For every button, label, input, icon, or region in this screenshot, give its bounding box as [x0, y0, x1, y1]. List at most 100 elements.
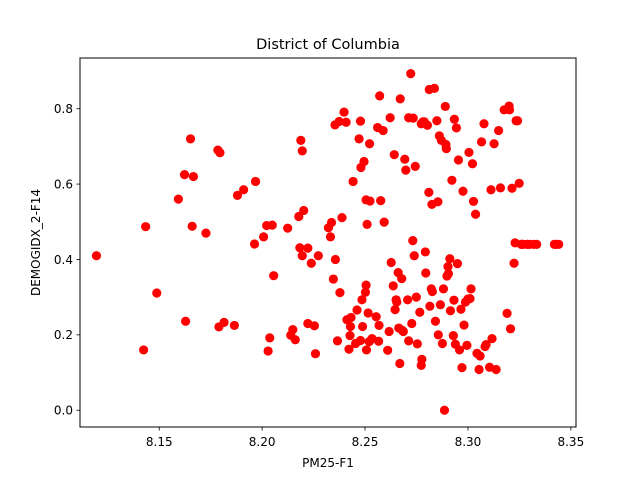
scatter-point [250, 176, 261, 187]
scatter-point [474, 364, 484, 375]
y-tick-label: 0.2 [54, 328, 73, 342]
scatter-point [388, 281, 398, 291]
scatter-point [290, 335, 300, 345]
scatter-point [267, 220, 277, 230]
scatter-point [141, 222, 151, 232]
scatter-point [502, 308, 512, 318]
x-tick-label: 8.30 [455, 435, 482, 449]
scatter-point [430, 316, 441, 326]
scatter-point [403, 295, 413, 305]
scatter-point [424, 187, 434, 197]
scatter-point [467, 159, 478, 169]
scatter-point [152, 288, 162, 298]
scatter-point [453, 155, 464, 165]
scatter-point [407, 318, 417, 329]
scatter-point [374, 320, 384, 331]
scatter-point [395, 94, 405, 104]
scatter-point [346, 312, 356, 323]
scatter-point [180, 316, 191, 326]
scatter-point [269, 271, 279, 281]
scatter-point [179, 170, 190, 180]
x-tick-label: 8.35 [557, 435, 584, 449]
scatter-point [185, 134, 196, 144]
scatter-point [448, 330, 458, 341]
scatter-point [345, 321, 356, 332]
scatter-point [337, 213, 347, 223]
scatter-point [355, 116, 366, 126]
scatter-point [468, 196, 479, 207]
scatter-point [297, 146, 307, 156]
scatter-point [348, 176, 358, 187]
scatter-point [303, 243, 313, 253]
y-tick-label: 0.0 [54, 404, 73, 418]
scatter-point [445, 254, 455, 264]
scatter-point [406, 69, 416, 79]
scatter-point [258, 232, 269, 242]
scatter-point [433, 197, 443, 207]
y-tick-label: 0.6 [54, 177, 73, 191]
scatter-point [357, 295, 367, 305]
scatter-point [361, 280, 371, 290]
x-tick-label: 8.15 [146, 435, 173, 449]
scatter-point [505, 324, 516, 334]
scatter-point [462, 340, 472, 350]
scatter-point [449, 295, 459, 305]
scatter-point [283, 223, 293, 233]
scatter-point [299, 205, 309, 216]
scatter-point [454, 345, 465, 355]
x-tick-label: 8.25 [352, 435, 379, 449]
scatter-point [404, 336, 414, 346]
scatter-point [449, 114, 459, 124]
scatter-point [384, 326, 394, 337]
scatter-point [401, 165, 411, 175]
scatter-point [476, 137, 487, 147]
scatter-point [389, 150, 399, 160]
scatter-point [489, 139, 499, 149]
scatter-point [417, 354, 427, 364]
scatter-point [365, 196, 375, 206]
scatter-point [383, 345, 393, 355]
scatter-point [464, 147, 474, 158]
scatter-point [374, 336, 384, 346]
scatter-point [532, 239, 542, 249]
scatter-point [514, 178, 524, 188]
scatter-point [512, 116, 523, 126]
y-tick-label: 0.8 [54, 102, 73, 116]
scatter-point [361, 345, 372, 355]
scatter-point [435, 300, 445, 310]
scatter-point [375, 91, 385, 101]
scatter-point [554, 239, 564, 249]
scatter-point [138, 345, 149, 355]
scatter-point [441, 144, 451, 154]
scatter-point [420, 247, 430, 257]
scatter-point [459, 320, 469, 330]
scatter-point [456, 304, 466, 314]
scatter-point [364, 139, 375, 149]
scatter-point [295, 243, 305, 253]
scatter-point [386, 257, 396, 268]
scatter-point [378, 125, 388, 136]
scatter-point [288, 324, 298, 335]
scatter-point [339, 107, 349, 117]
y-axis-label: DEMOGIDX_2-F14 [29, 189, 43, 296]
scatter-point [201, 228, 211, 238]
scatter-point [313, 251, 323, 261]
scatter-point [263, 346, 273, 356]
x-tick-label: 8.20 [249, 435, 276, 449]
scatter-point [470, 209, 481, 219]
scatter-point [363, 308, 373, 318]
scatter-point [408, 113, 418, 123]
scatter-point [447, 175, 457, 185]
scatter-point [332, 336, 343, 346]
scatter-point [344, 344, 354, 354]
y-tick-label: 0.4 [54, 253, 73, 267]
scatter-point [173, 194, 183, 204]
scatter-point [215, 148, 225, 158]
scatter-point [376, 196, 386, 206]
scatter-point [371, 312, 381, 322]
scatter-point [265, 333, 275, 343]
scatter-point [491, 364, 501, 375]
scatter-point [392, 297, 402, 307]
